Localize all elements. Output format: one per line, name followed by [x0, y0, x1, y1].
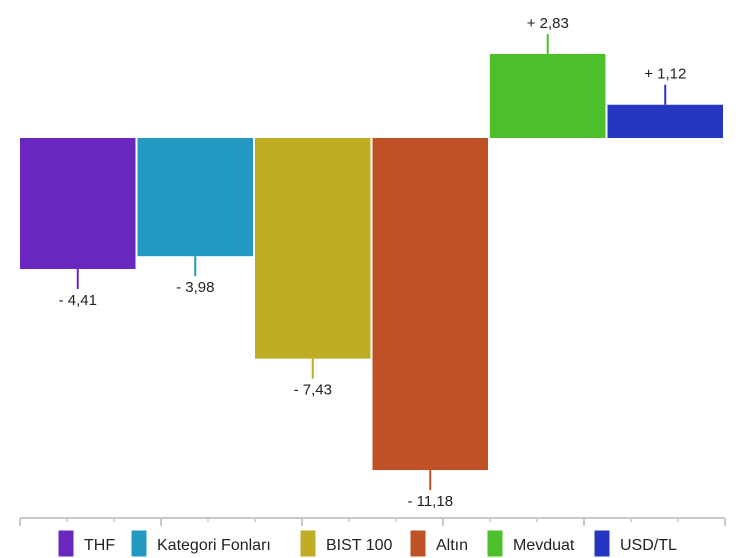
legend: THF Kategori Fonları BIST 100 Altın Mevduat U…: [57, 529, 677, 558]
bar-usd-tl[interactable]: [607, 104, 724, 138]
value-label-mevduat: + 2,83: [527, 15, 569, 32]
legend-label-thf: THF: [84, 537, 115, 554]
value-label-thf: - 4,41: [59, 292, 97, 309]
legend-label-usd-tl: USD/TL: [620, 537, 677, 554]
bar-altin[interactable]: [372, 138, 489, 471]
legend-item-mevduat[interactable]: Mevduat: [486, 529, 575, 558]
bar-mevduat[interactable]: [490, 53, 606, 138]
legend-swatch-kategori-fonlari: [130, 529, 148, 558]
value-label-bist-100: - 7,43: [294, 382, 332, 399]
legend-label-kategori-fonlari: Kategori Fonları: [157, 537, 271, 554]
bars-group: [20, 53, 724, 471]
legend-item-thf[interactable]: THF: [57, 529, 115, 558]
value-labels-group: - 4,41 - 3,98 - 7,43 - 11,18 + 2,83 + 1,12: [59, 15, 687, 510]
legend-item-usd-tl[interactable]: USD/TL: [593, 529, 677, 558]
value-label-altin: - 11,18: [407, 493, 453, 510]
legend-swatch-bist-100: [299, 529, 317, 558]
legend-item-altin[interactable]: Altın: [409, 529, 468, 558]
legend-label-altin: Altın: [436, 537, 468, 554]
value-label-kategori-fonlari: - 3,98: [176, 279, 214, 296]
legend-label-mevduat: Mevduat: [513, 537, 575, 554]
bar-kategori-fonlari[interactable]: [137, 138, 254, 257]
bar-bist-100[interactable]: [255, 138, 371, 359]
legend-swatch-mevduat: [486, 529, 504, 558]
legend-swatch-thf: [57, 529, 75, 558]
legend-swatch-altin: [409, 529, 427, 558]
legend-label-bist-100: BIST 100: [326, 537, 393, 554]
legend-item-kategori-fonlari[interactable]: Kategori Fonları: [130, 529, 271, 558]
legend-item-bist-100[interactable]: BIST 100: [299, 529, 393, 558]
legend-swatch-usd-tl: [593, 529, 611, 558]
value-label-usd-tl: + 1,12: [644, 66, 686, 83]
bar-thf[interactable]: [20, 138, 136, 269]
x-axis: [19, 517, 726, 526]
